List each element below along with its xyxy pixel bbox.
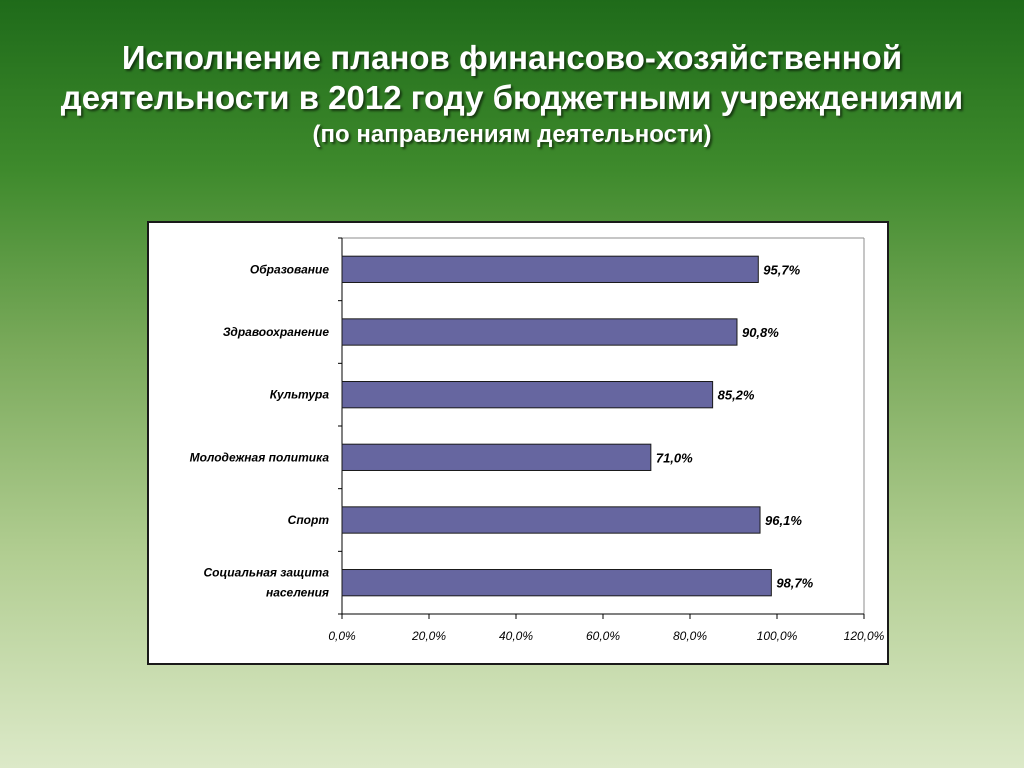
category-label: Культура [270, 388, 330, 402]
x-tick-label: 60,0% [586, 629, 620, 643]
category-label: Молодежная политика [190, 450, 330, 464]
bar-value-label: 96,1% [765, 513, 802, 528]
x-tick-label: 40,0% [499, 629, 533, 643]
category-label-line: населения [266, 586, 329, 600]
category-label-line: Молодежная политика [190, 450, 330, 464]
bar [341, 506, 761, 534]
bar-value-label: 85,2% [718, 388, 755, 403]
category-label-line: Культура [270, 388, 330, 402]
bar-chart: 0,0% 20,0% 40,0% 60,0% 80,0% 100,0% 120,0% 95,7… [190, 237, 885, 643]
bar-value-label: 71,0% [656, 450, 693, 465]
category-label: Спорт [288, 513, 330, 527]
bar-value-label: 98,7% [776, 576, 813, 591]
bar [341, 255, 759, 283]
category-label: Социальная защита населения [203, 566, 329, 600]
bar [341, 443, 652, 471]
bar [341, 569, 772, 597]
x-tick-label: 80,0% [673, 629, 707, 643]
category-label-line: Спорт [288, 513, 330, 527]
bar-value-label: 95,7% [763, 262, 800, 277]
x-tick-label: 120,0% [844, 629, 885, 643]
category-label-line: Социальная защита [203, 566, 329, 580]
category-label-line: Образование [250, 262, 329, 276]
category-label-line: Здравоохранение [223, 325, 329, 339]
slide-title-line-2: деятельности в 2012 году бюджетными учре… [60, 79, 964, 116]
bar-value-label: 90,8% [742, 325, 779, 340]
slide-title-block: Исполнение планов финансово-хозяйственно… [0, 38, 1024, 152]
category-label: Здравоохранение [223, 325, 329, 339]
x-tick-label: 20,0% [411, 629, 446, 643]
x-tick-label: 0,0% [328, 629, 356, 643]
chart-frame: 0,0% 20,0% 40,0% 60,0% 80,0% 100,0% 120,0% 95,7… [147, 221, 889, 665]
slide-subtitle: (по направлениям деятельности) [312, 121, 712, 148]
category-label: Образование [250, 262, 329, 276]
bar [341, 381, 714, 409]
bar [341, 318, 738, 346]
slide-title-line-1: Исполнение планов финансово-хозяйственно… [121, 39, 903, 76]
x-tick-label: 100,0% [757, 629, 798, 643]
